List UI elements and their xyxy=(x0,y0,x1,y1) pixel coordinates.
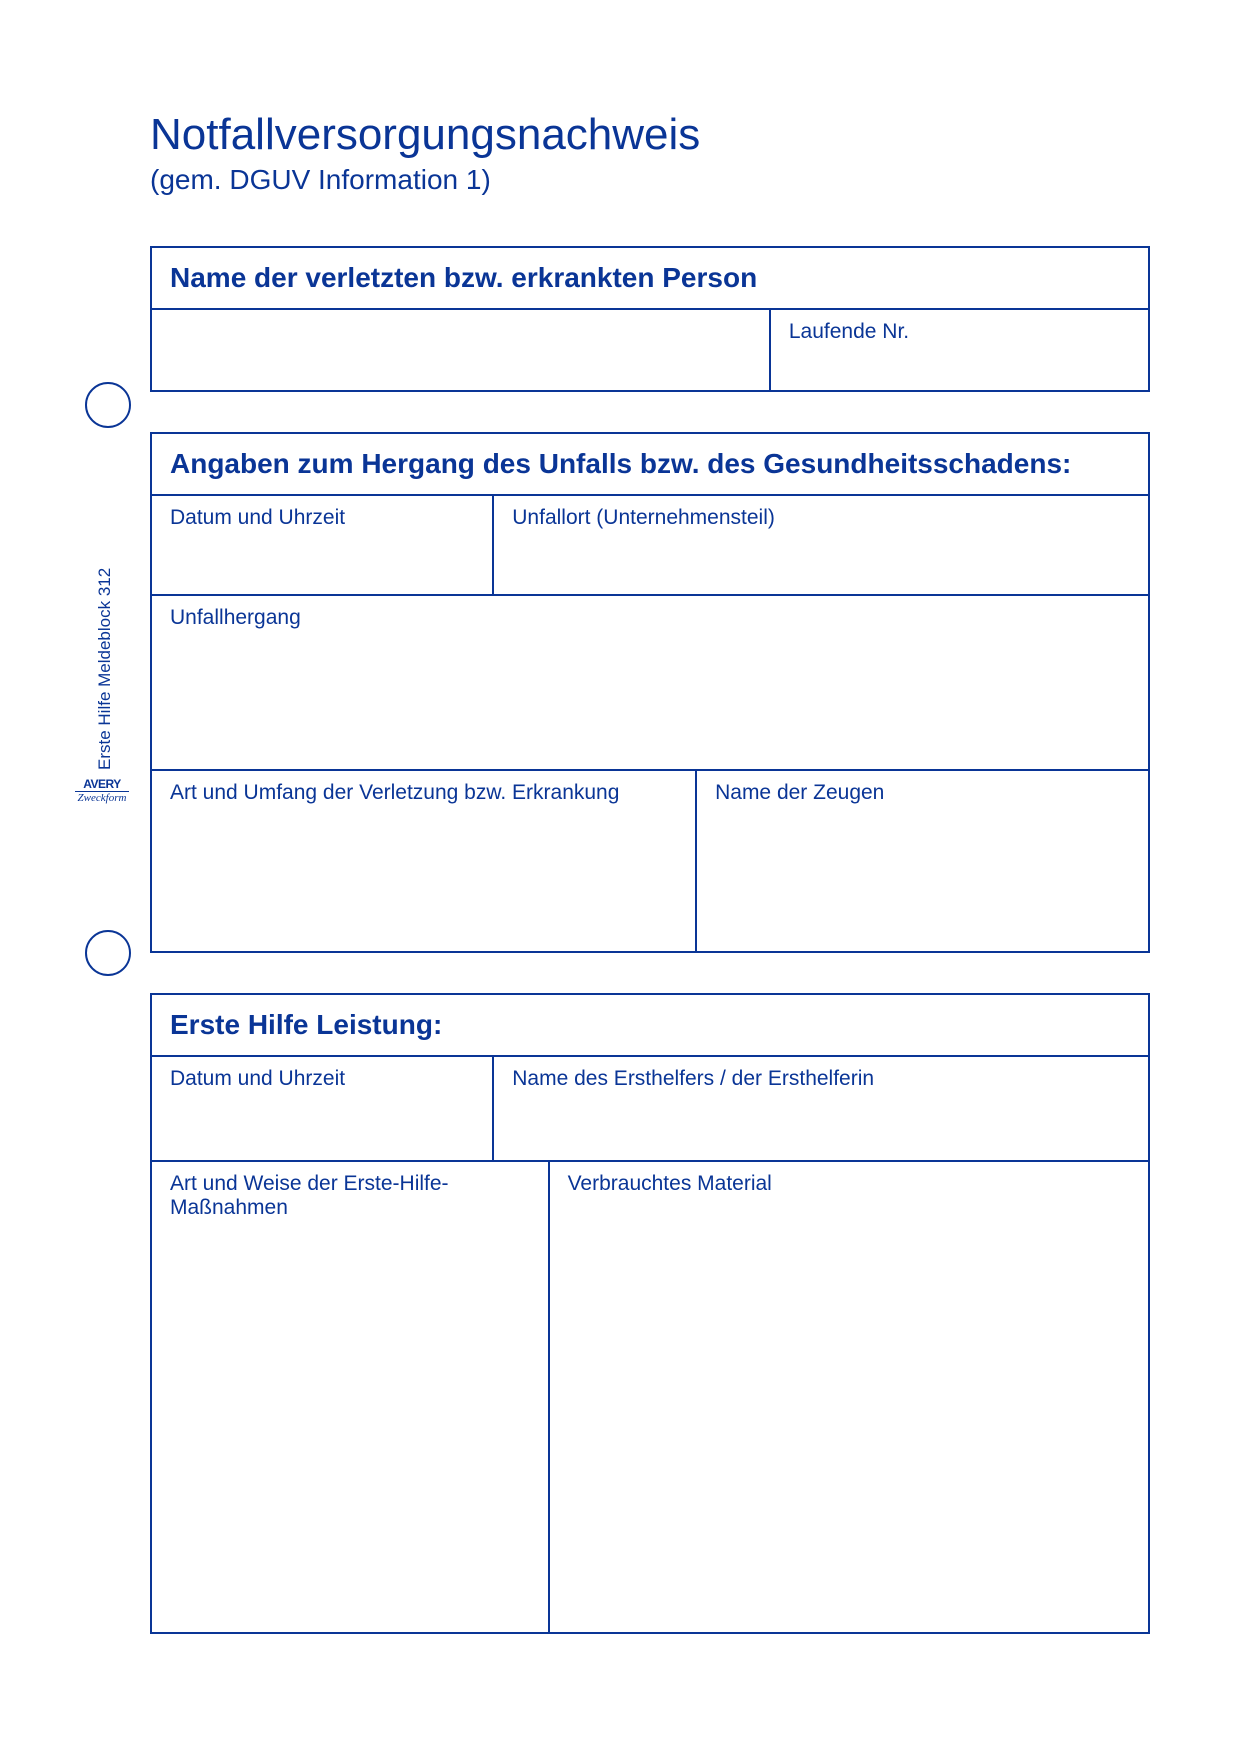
section-erste-hilfe: Erste Hilfe Leistung: Datum und Uhrzeit … xyxy=(150,993,1150,1634)
label-ersthelfer: Name des Ersthelfers / der Ersthelferin xyxy=(512,1067,874,1090)
label-unfall-datum: Datum und Uhrzeit xyxy=(170,506,345,529)
label-material: Verbrauchtes Material xyxy=(568,1172,772,1195)
field-hilfe-datum[interactable]: Datum und Uhrzeit xyxy=(152,1057,494,1160)
section-erste-hilfe-header: Erste Hilfe Leistung: xyxy=(152,995,1148,1057)
section-unfall: Angaben zum Hergang des Unfalls bzw. des… xyxy=(150,432,1150,953)
section-person: Name der verletzten bzw. erkrankten Pers… xyxy=(150,246,1150,392)
field-person-name[interactable] xyxy=(152,310,771,390)
brand-top: AVERY xyxy=(75,778,129,792)
side-product-label: Erste Hilfe Meldeblock 312 xyxy=(95,568,115,770)
form-subtitle: (gem. DGUV Information 1) xyxy=(150,164,1150,196)
field-laufende-nr[interactable]: Laufende Nr. xyxy=(771,310,1148,390)
section-unfall-header: Angaben zum Hergang des Unfalls bzw. des… xyxy=(152,434,1148,496)
brand-bottom: Zweckform xyxy=(75,792,129,804)
field-unfallort[interactable]: Unfallort (Unternehmensteil) xyxy=(494,496,1148,594)
label-hilfe-datum: Datum und Uhrzeit xyxy=(170,1067,345,1090)
label-massnahmen: Art und Weise der Erste-Hilfe-Maßnahmen xyxy=(170,1172,449,1219)
field-unfall-datum[interactable]: Datum und Uhrzeit xyxy=(152,496,494,594)
label-laufende-nr: Laufende Nr. xyxy=(789,320,909,343)
field-zeugen[interactable]: Name der Zeugen xyxy=(697,771,1148,951)
label-unfallort: Unfallort (Unternehmensteil) xyxy=(512,506,775,529)
section-person-header: Name der verletzten bzw. erkrankten Pers… xyxy=(152,248,1148,310)
brand-logo: AVERY Zweckform xyxy=(75,778,129,804)
field-ersthelfer[interactable]: Name des Ersthelfers / der Ersthelferin xyxy=(494,1057,1148,1160)
label-art-umfang: Art und Umfang der Verletzung bzw. Erkra… xyxy=(170,781,619,804)
form-title: Notfallversorgungsnachweis xyxy=(150,110,1150,160)
label-zeugen: Name der Zeugen xyxy=(715,781,884,804)
field-massnahmen[interactable]: Art und Weise der Erste-Hilfe-Maßnahmen xyxy=(152,1162,550,1632)
field-art-umfang[interactable]: Art und Umfang der Verletzung bzw. Erkra… xyxy=(152,771,697,951)
field-material[interactable]: Verbrauchtes Material xyxy=(550,1162,1148,1632)
label-unfallhergang: Unfallhergang xyxy=(170,606,301,629)
punch-hole-1 xyxy=(85,382,131,428)
punch-hole-2 xyxy=(85,930,131,976)
field-unfallhergang[interactable]: Unfallhergang xyxy=(152,596,1148,769)
